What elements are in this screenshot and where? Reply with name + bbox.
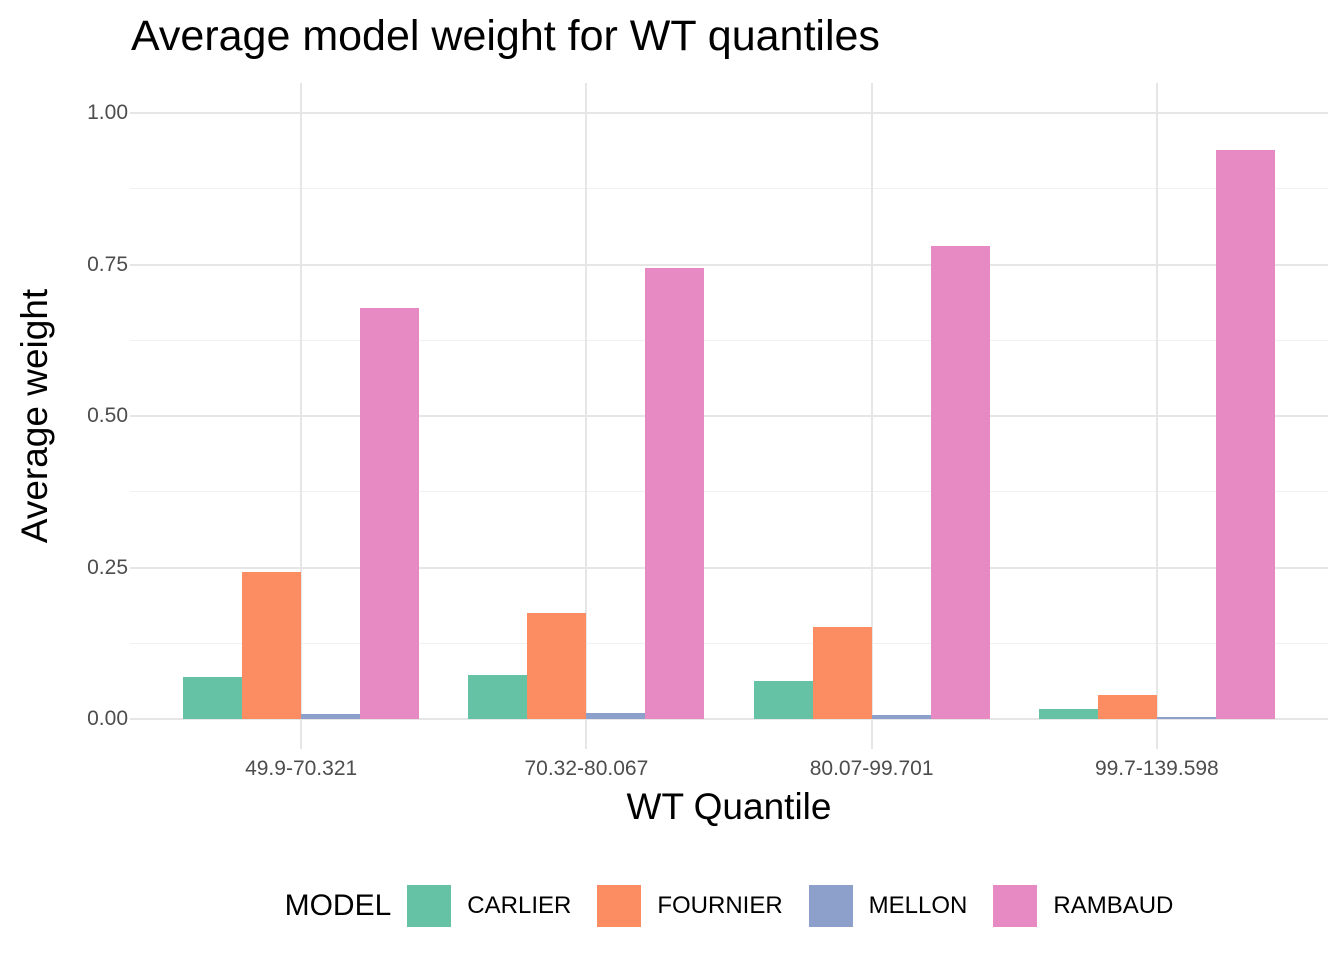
chart-title: Average model weight for WT quantiles	[131, 12, 880, 60]
bar-rambaud-1	[360, 307, 420, 719]
bar-carlier-3	[753, 680, 813, 719]
plot-panel	[130, 83, 1328, 749]
bar-mellon-2	[586, 712, 646, 719]
major-gridline	[130, 566, 1328, 569]
bar-carlier-4	[1038, 708, 1098, 719]
legend-swatch-fournier	[597, 885, 642, 927]
x-tick-label: 99.7-139.598	[1094, 757, 1219, 780]
category-gridline	[300, 83, 303, 749]
x-tick-label: 70.32-80.067	[524, 757, 649, 780]
major-gridline	[130, 112, 1328, 114]
x-tick-label: 49.9-70.321	[245, 757, 358, 780]
bar-rambaud-2	[645, 268, 705, 719]
legend-items: CARLIER FOURNIER MELLON RAMBAUD	[407, 885, 1173, 927]
bar-rambaud-4	[1215, 149, 1275, 719]
bar-fournier-4	[1097, 694, 1157, 719]
minor-gridline	[130, 339, 1328, 341]
minor-gridline	[130, 491, 1328, 493]
minor-gridline	[130, 642, 1328, 644]
legend-swatch-mellon	[808, 885, 853, 927]
legend-item-carlier: CARLIER	[407, 885, 571, 927]
legend: MODEL CARLIER FOURNIER MELLON RAMBAUD	[130, 876, 1328, 936]
y-tick-label: 1.00	[87, 101, 128, 124]
bar-carlier-2	[468, 674, 528, 719]
y-tick-label: 0.50	[87, 404, 128, 427]
legend-swatch-rambaud	[993, 885, 1038, 927]
bar-fournier-3	[812, 627, 872, 719]
legend-item-mellon: MELLON	[808, 885, 968, 927]
major-gridline	[130, 415, 1328, 417]
category-gridline	[870, 83, 873, 749]
y-tick-label: 0.75	[87, 252, 128, 276]
legend-item-rambaud: RAMBAUD	[993, 885, 1173, 927]
bar-mellon-4	[1156, 717, 1216, 719]
y-tick-label: 0.25	[87, 555, 128, 579]
legend-label-mellon: MELLON	[868, 892, 968, 919]
legend-title: MODEL	[284, 889, 392, 922]
category-gridline	[1155, 83, 1158, 749]
major-gridline	[130, 718, 1328, 720]
legend-item-fournier: FOURNIER	[597, 885, 783, 927]
major-gridline	[130, 263, 1328, 266]
legend-label-fournier: FOURNIER	[657, 892, 783, 919]
y-tick-label: 0.00	[87, 707, 128, 730]
minor-gridline	[130, 188, 1328, 190]
legend-label-rambaud: RAMBAUD	[1053, 892, 1174, 919]
legend-label-carlier: CARLIER	[467, 892, 572, 919]
bar-carlier-1	[183, 676, 243, 719]
x-tick-label: 80.07-99.701	[809, 757, 934, 780]
category-gridline	[585, 83, 588, 749]
bar-fournier-2	[527, 612, 587, 719]
x-axis-title: WT Quantile	[626, 786, 832, 827]
bar-mellon-3	[871, 714, 931, 719]
bar-rambaud-3	[930, 245, 990, 719]
bar-fournier-1	[242, 572, 302, 719]
legend-swatch-carlier	[407, 885, 452, 927]
bar-mellon-1	[301, 713, 361, 719]
